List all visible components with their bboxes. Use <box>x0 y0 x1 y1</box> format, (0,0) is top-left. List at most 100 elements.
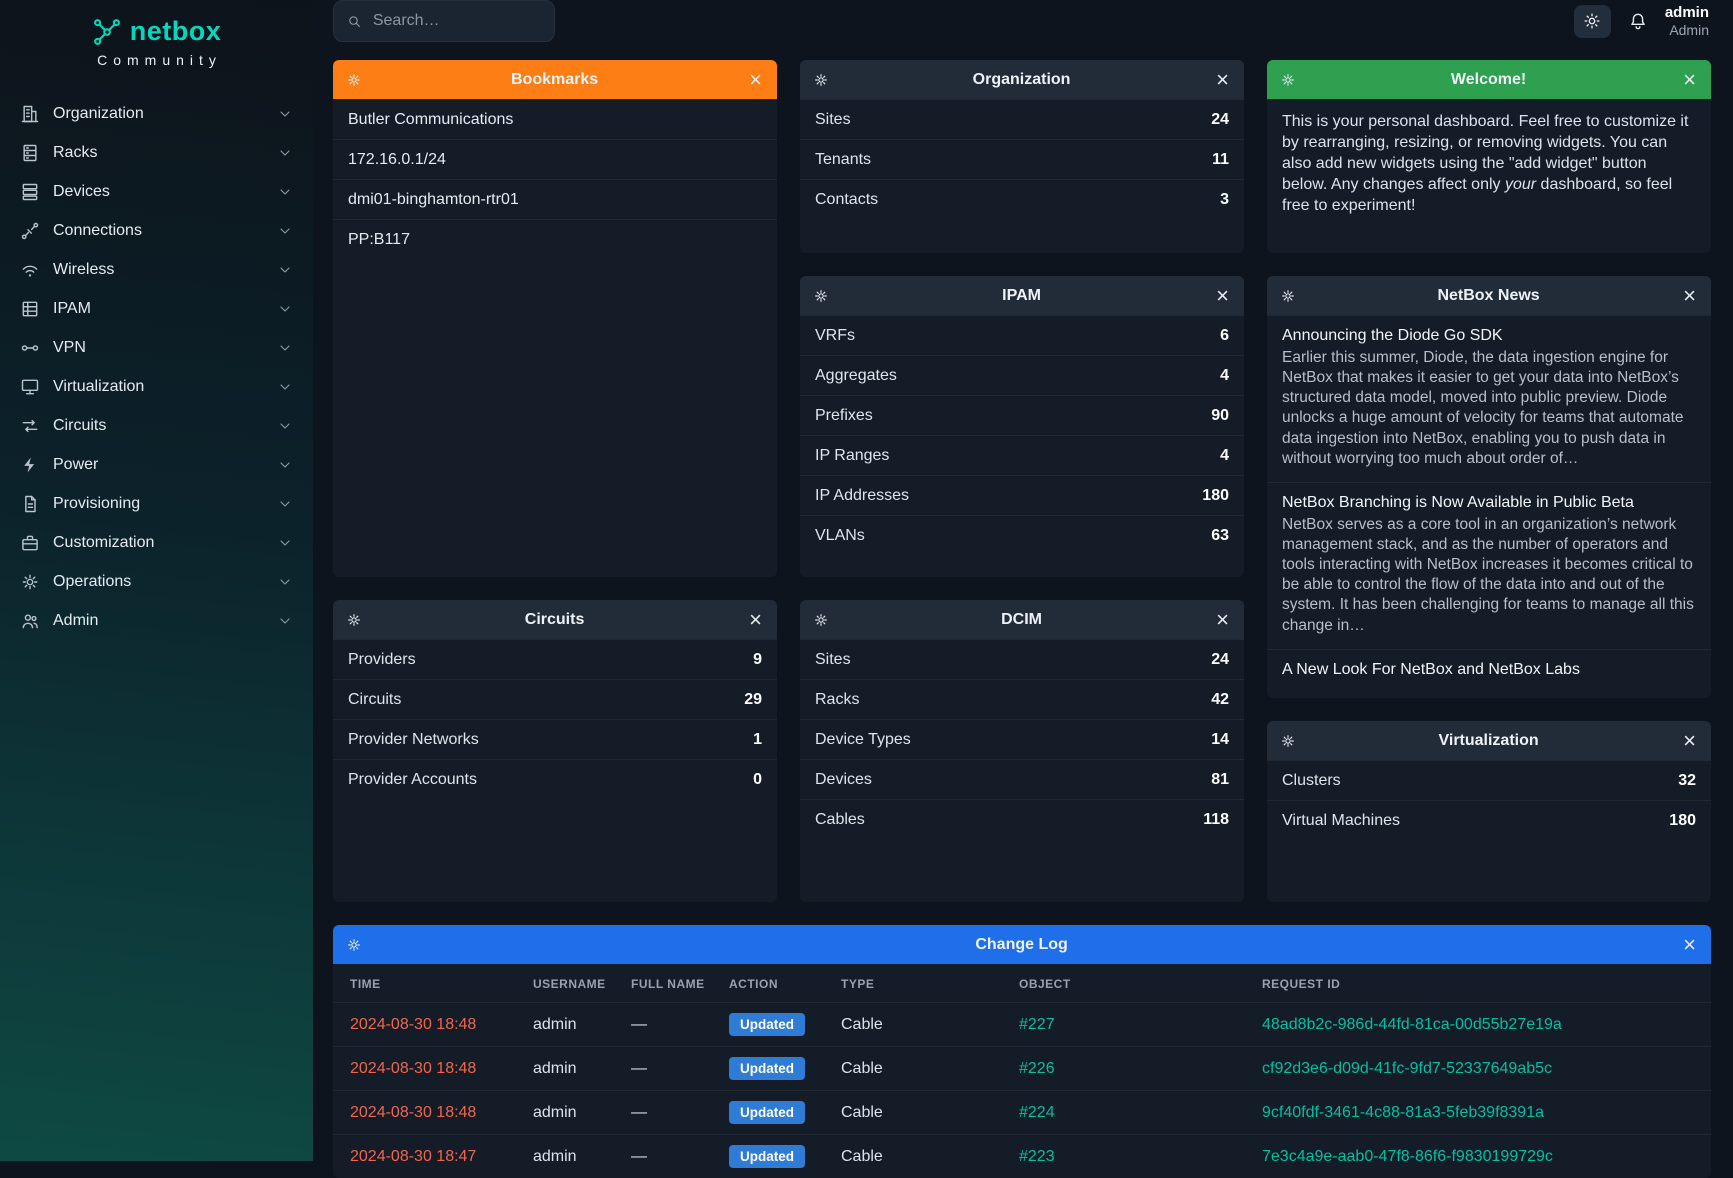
gear-icon[interactable] <box>1280 288 1296 304</box>
stat-label[interactable]: Provider Networks <box>348 731 479 749</box>
sidebar-item-power[interactable]: Power <box>0 445 313 484</box>
stat-label[interactable]: Cables <box>815 811 865 829</box>
stat-value[interactable]: 42 <box>1211 691 1229 709</box>
sidebar-item-organization[interactable]: Organization <box>0 94 313 133</box>
gear-icon[interactable] <box>1280 72 1296 88</box>
stat-value[interactable]: 1 <box>753 731 762 749</box>
stat-value[interactable]: 4 <box>1220 447 1229 465</box>
sidebar-item-operations[interactable]: Operations <box>0 562 313 601</box>
gear-icon[interactable] <box>346 937 362 953</box>
stat-value[interactable]: 0 <box>753 771 762 789</box>
sidebar-item-connections[interactable]: Connections <box>0 211 313 250</box>
news-headline[interactable]: A New Look For NetBox and NetBox Labs <box>1282 661 1696 679</box>
gear-icon[interactable] <box>813 288 829 304</box>
bell-icon[interactable] <box>1628 11 1648 31</box>
stat-value[interactable]: 3 <box>1220 191 1229 209</box>
changelog-request-id-link[interactable]: 9cf40fdf-3461-4c88-81a3-5feb39f8391a <box>1262 1104 1544 1121</box>
stat-label[interactable]: Virtual Machines <box>1282 812 1400 830</box>
search-input[interactable] <box>371 11 541 31</box>
close-icon[interactable]: × <box>1214 609 1231 631</box>
bookmark-item[interactable]: Butler Communications <box>333 99 777 139</box>
stat-label[interactable]: Racks <box>815 691 859 709</box>
stat-value[interactable]: 4 <box>1220 367 1229 385</box>
changelog-object-link[interactable]: #224 <box>1019 1104 1055 1121</box>
stat-value[interactable]: 6 <box>1220 327 1229 345</box>
news-headline[interactable]: Announcing the Diode Go SDK <box>1282 327 1696 345</box>
close-icon[interactable]: × <box>1214 69 1231 91</box>
changelog-time-link[interactable]: 2024-08-30 18:47 <box>350 1148 476 1165</box>
stat-label[interactable]: Devices <box>815 771 872 789</box>
changelog-object-link[interactable]: #226 <box>1019 1060 1055 1077</box>
sidebar-item-ipam[interactable]: IPAM <box>0 289 313 328</box>
bookmark-item[interactable]: 172.16.0.1/24 <box>333 139 777 179</box>
sidebar-item-provisioning[interactable]: Provisioning <box>0 484 313 523</box>
stat-label[interactable]: VRFs <box>815 327 855 345</box>
stat-label[interactable]: IP Ranges <box>815 447 889 465</box>
changelog-request-id-link[interactable]: 7e3c4a9e-aab0-47f8-86f6-f9830199729c <box>1262 1148 1553 1165</box>
changelog-time-link[interactable]: 2024-08-30 18:48 <box>350 1060 476 1077</box>
close-icon[interactable]: × <box>1214 285 1231 307</box>
stat-label[interactable]: Sites <box>815 111 851 129</box>
stat-label[interactable]: Clusters <box>1282 772 1341 790</box>
changelog-object-link[interactable]: #223 <box>1019 1148 1055 1165</box>
sidebar-item-customization[interactable]: Customization <box>0 523 313 562</box>
changelog-request-id-link[interactable]: cf92d3e6-d09d-41fc-9fd7-52337649ab5c <box>1262 1060 1552 1077</box>
stat-value[interactable]: 90 <box>1211 407 1229 425</box>
news-headline[interactable]: NetBox Branching is Now Available in Pub… <box>1282 494 1696 512</box>
stat-value[interactable]: 24 <box>1211 651 1229 669</box>
close-icon[interactable]: × <box>1681 69 1698 91</box>
close-icon[interactable]: × <box>1681 730 1698 752</box>
close-icon[interactable]: × <box>1681 285 1698 307</box>
sidebar-item-devices[interactable]: Devices <box>0 172 313 211</box>
changelog-time-link[interactable]: 2024-08-30 18:48 <box>350 1016 476 1033</box>
changelog-object-link[interactable]: #227 <box>1019 1016 1055 1033</box>
close-icon[interactable]: × <box>747 609 764 631</box>
stat-value[interactable]: 11 <box>1212 151 1229 169</box>
stat-value[interactable]: 63 <box>1211 527 1229 545</box>
stat-label[interactable]: VLANs <box>815 527 865 545</box>
stat-label[interactable]: Sites <box>815 651 851 669</box>
stat-value[interactable]: 118 <box>1203 811 1229 829</box>
sidebar-item-circuits[interactable]: Circuits <box>0 406 313 445</box>
brand[interactable]: netbox Community <box>0 16 313 68</box>
welcome-text: This is your personal dashboard. Feel fr… <box>1267 99 1711 229</box>
stat-value[interactable]: 180 <box>1202 487 1229 505</box>
close-icon[interactable]: × <box>1681 934 1698 956</box>
changelog-time-link[interactable]: 2024-08-30 18:48 <box>350 1104 476 1121</box>
stat-label[interactable]: Circuits <box>348 691 401 709</box>
theme-toggle-button[interactable] <box>1574 5 1611 38</box>
changelog-request-id-link[interactable]: 48ad8b2c-986d-44fd-81ca-00d55b27e19a <box>1262 1016 1562 1033</box>
gear-icon[interactable] <box>346 612 362 628</box>
stat-label[interactable]: Contacts <box>815 191 878 209</box>
gear-icon[interactable] <box>1280 733 1296 749</box>
stat-label[interactable]: Device Types <box>815 731 911 749</box>
sidebar-item-wireless[interactable]: Wireless <box>0 250 313 289</box>
bookmark-item[interactable]: dmi01-binghamton-rtr01 <box>333 179 777 219</box>
stat-label[interactable]: Providers <box>348 651 416 669</box>
sidebar-item-vpn[interactable]: VPN <box>0 328 313 367</box>
gear-icon[interactable] <box>346 72 362 88</box>
sidebar-item-racks[interactable]: Racks <box>0 133 313 172</box>
sidebar-item-virtualization[interactable]: Virtualization <box>0 367 313 406</box>
close-icon[interactable]: × <box>747 69 764 91</box>
stat-label[interactable]: Prefixes <box>815 407 873 425</box>
gear-icon[interactable] <box>813 612 829 628</box>
gear-icon[interactable] <box>813 72 829 88</box>
stat-value[interactable]: 29 <box>744 691 762 709</box>
sidebar-item-admin[interactable]: Admin <box>0 601 313 640</box>
sidebar-item-label: Virtualization <box>53 378 144 396</box>
stat-value[interactable]: 81 <box>1211 771 1229 789</box>
stat-label[interactable]: IP Addresses <box>815 487 909 505</box>
stat-value[interactable]: 9 <box>753 651 762 669</box>
bookmark-item[interactable]: PP:B117 <box>333 219 777 259</box>
stat-value[interactable]: 180 <box>1669 812 1696 830</box>
stat-label[interactable]: Provider Accounts <box>348 771 477 789</box>
stat-row: Virtual Machines 180 <box>1267 800 1711 840</box>
stat-value[interactable]: 14 <box>1211 731 1229 749</box>
stat-row: Cables 118 <box>800 799 1244 839</box>
stat-label[interactable]: Tenants <box>815 151 871 169</box>
stat-label[interactable]: Aggregates <box>815 367 897 385</box>
user-menu[interactable]: admin Admin <box>1665 4 1709 37</box>
stat-value[interactable]: 24 <box>1211 111 1229 129</box>
stat-value[interactable]: 32 <box>1678 772 1696 790</box>
